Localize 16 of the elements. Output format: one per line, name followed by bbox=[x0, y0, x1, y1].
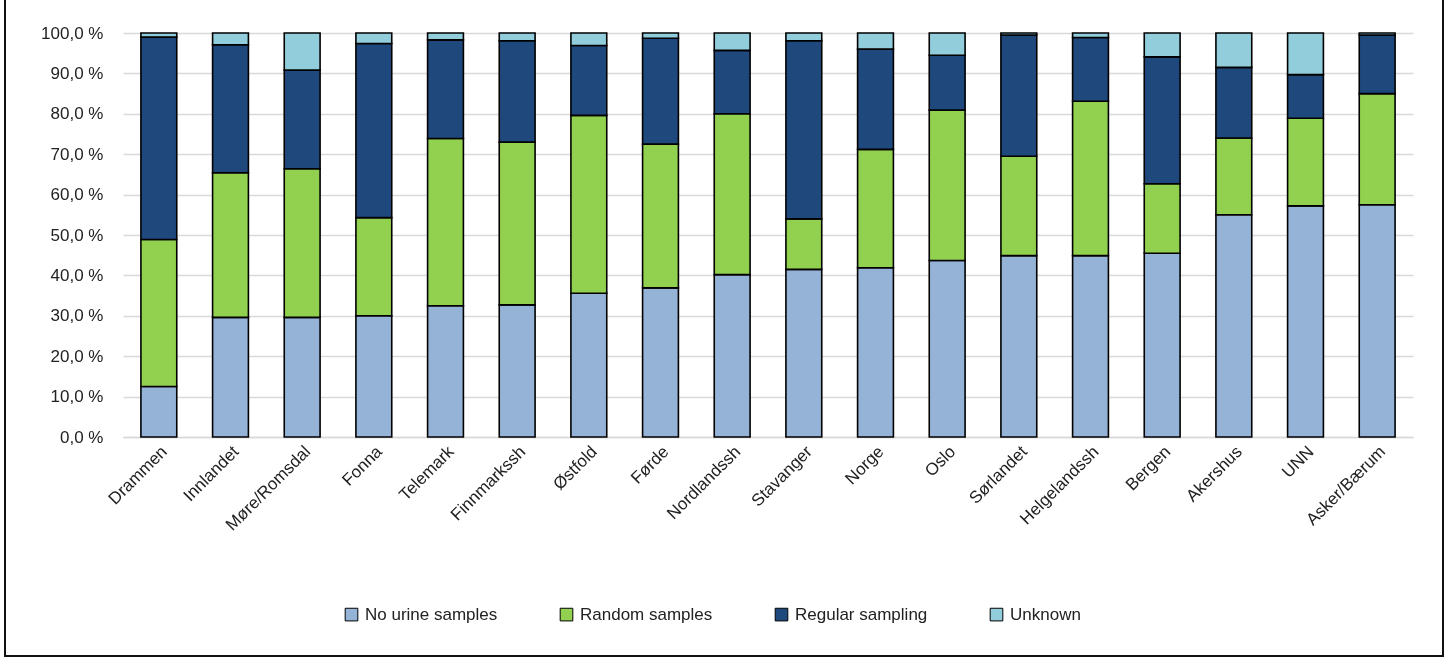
y-tick-label: 50,0 % bbox=[50, 225, 104, 245]
y-tick-label: 80,0 % bbox=[50, 104, 104, 124]
y-tick-label: 100,0 % bbox=[41, 23, 104, 43]
y-tick-label: 60,0 % bbox=[50, 185, 104, 205]
legend-label: Unknown bbox=[1010, 604, 1081, 624]
legend-label: No urine samples bbox=[365, 604, 498, 624]
x-tick-label: Oslo bbox=[921, 442, 960, 481]
y-tick-label: 10,0 % bbox=[50, 387, 104, 407]
legend-label: Regular sampling bbox=[795, 604, 928, 624]
y-tick-label: 90,0 % bbox=[50, 63, 104, 83]
y-tick-label: 40,0 % bbox=[50, 265, 104, 285]
y-tick-label: 20,0 % bbox=[50, 346, 104, 366]
legend-label: Random samples bbox=[580, 604, 713, 624]
y-tick-label: 70,0 % bbox=[50, 144, 104, 164]
y-tick-label: 30,0 % bbox=[50, 306, 104, 326]
y-tick-label: 0,0 % bbox=[60, 427, 104, 447]
